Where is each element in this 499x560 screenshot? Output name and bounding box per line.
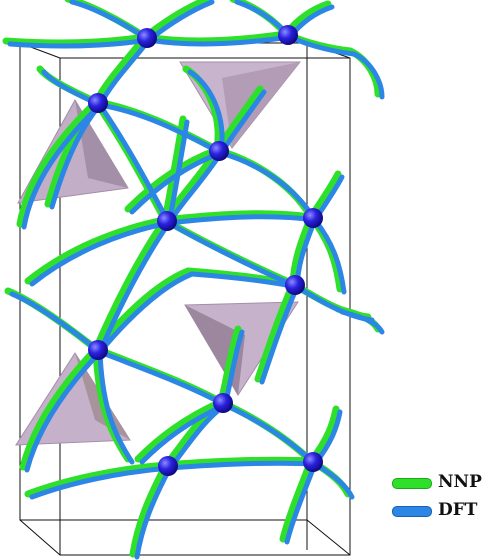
bond-nnp [161, 115, 187, 224]
bond-nnp [2, 33, 149, 47]
bond-dft [29, 465, 173, 500]
dft-swatch [392, 506, 432, 517]
bond-nnp [24, 216, 169, 285]
bond-nnp [19, 345, 100, 471]
bond-dft [167, 460, 318, 471]
bond-dft [69, 0, 152, 43]
atom [285, 275, 305, 295]
bond-dft [146, 34, 293, 47]
bond-nnp [44, 98, 100, 208]
bond-dft [259, 284, 300, 385]
nnp-swatch [392, 478, 432, 489]
bond-nnp [141, 30, 290, 45]
bond-dft [129, 150, 224, 215]
bond-dft [134, 465, 173, 560]
bond-dft [97, 37, 152, 108]
bond-nnp [254, 280, 297, 383]
legend-item-nnp: NNP [388, 470, 496, 496]
bond-dft [97, 349, 228, 408]
atom [278, 25, 298, 45]
bond-nnp [124, 146, 221, 213]
bond-dft [139, 402, 228, 465]
bond-dft [97, 349, 135, 465]
legend: NNP DFT [388, 470, 496, 530]
bond-nnp [162, 456, 315, 469]
atom [88, 340, 108, 360]
atom [213, 393, 233, 413]
bond-nnp [279, 457, 315, 543]
atom [303, 452, 323, 472]
bond-dft [49, 102, 103, 210]
bond-nnp [134, 398, 225, 463]
atom [137, 28, 157, 48]
bond-dft [312, 217, 347, 295]
bond-dft [9, 291, 103, 355]
bond-dft [97, 220, 172, 355]
atoms [88, 25, 323, 476]
bond-nnp [24, 461, 170, 498]
legend-label-dft: DFT [438, 500, 478, 520]
bond-dft [7, 37, 152, 49]
bond-dft [339, 309, 385, 335]
bond-dft [166, 119, 190, 226]
bond-nnp [92, 216, 169, 353]
bond-nnp [129, 461, 170, 558]
bond-dft [187, 69, 225, 156]
bond-dft [166, 214, 318, 226]
bond-dft [97, 102, 224, 156]
atom [157, 211, 177, 231]
bond-dft [97, 271, 195, 355]
bond-nnp [213, 146, 315, 221]
bond-dft [24, 349, 103, 473]
bond-dft [29, 220, 172, 287]
bond-nnp [161, 210, 315, 224]
atom [88, 93, 108, 113]
bond-dft [222, 402, 318, 467]
bond-dft [166, 220, 300, 290]
legend-label-nnp: NNP [438, 472, 482, 492]
bond-dft [146, 0, 215, 43]
atom [209, 141, 229, 161]
bond-dft [284, 461, 318, 545]
atom [303, 208, 323, 228]
atom [158, 456, 178, 476]
legend-item-dft: DFT [388, 498, 496, 524]
bond-dft [351, 51, 385, 100]
bond-dft [218, 150, 318, 223]
